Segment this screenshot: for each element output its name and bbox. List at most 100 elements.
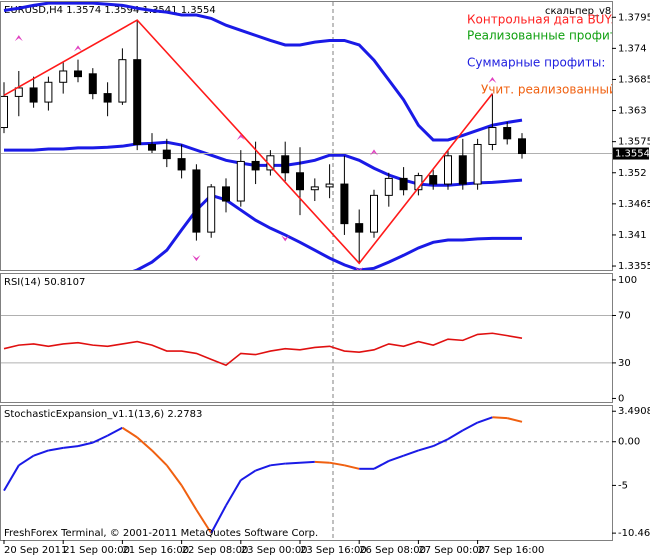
y-tick-label: 1.363 — [618, 106, 647, 117]
candle-body — [488, 127, 497, 145]
rsi-panel — [0, 273, 613, 403]
zigzag — [3, 19, 494, 265]
candle-body — [340, 183, 349, 225]
y-tick-label: 100 — [618, 275, 637, 286]
stoch-segment — [3, 464, 20, 492]
last-price-label: 1.3554 — [615, 149, 650, 160]
candle-body — [133, 59, 142, 145]
candle-body — [207, 186, 216, 233]
y-tick-label: -10.463 — [618, 528, 650, 539]
fractal-arrow — [74, 45, 82, 52]
fractal-arrow — [488, 77, 497, 84]
stoch-segment — [77, 441, 94, 448]
stoch-segment — [344, 464, 360, 470]
candle-body — [1, 95, 8, 129]
candle-body — [177, 158, 186, 171]
stoch-segment — [48, 446, 64, 452]
y-tick-label: 30 — [618, 358, 631, 369]
fractal-arrow — [192, 255, 201, 262]
x-tick-label: 27 Sep 00:00 — [418, 545, 485, 556]
annotation: Суммарные профиты: Bu — [467, 56, 637, 70]
candle-body — [162, 149, 171, 160]
indicator-label: EURUSD,H4 1.3574 1.3594 1.3541 1.3554 — [4, 5, 216, 16]
stoch-segment — [210, 505, 227, 534]
stoch-segment — [33, 449, 49, 457]
candle-body — [518, 138, 526, 155]
stoch-segment — [477, 416, 493, 424]
bollinger-band — [4, 140, 523, 187]
stoch-segment — [165, 464, 183, 486]
stoch-segment — [270, 462, 286, 467]
candle-body — [88, 73, 97, 95]
candle-body — [444, 155, 452, 185]
candle-body — [355, 223, 364, 233]
stoch-segment — [240, 469, 257, 482]
bollinger-band — [132, 193, 522, 270]
candle-body — [251, 160, 260, 171]
y-tick-label: 0 — [618, 393, 624, 404]
stoch-segment — [255, 464, 271, 472]
indicator-label: StochasticExpansion_v1.1(13,6) 2.2783 — [4, 409, 202, 420]
stoch-segment — [92, 434, 109, 444]
stoch-segment — [492, 416, 508, 420]
stoch-segment — [180, 484, 198, 511]
stoch-segment — [447, 429, 464, 440]
stoch-segment — [18, 454, 35, 467]
copyright: FreshForex Terminal, © 2001-2011 MetaQuo… — [4, 528, 318, 539]
stoch-segment — [285, 461, 301, 465]
x-tick-label: 26 Sep 08:00 — [359, 545, 426, 556]
annotation: Учит. реализованный: Se — [481, 83, 647, 97]
candle-body — [44, 81, 53, 103]
candle-body — [473, 143, 482, 185]
y-tick-label: 3.4908 — [618, 406, 650, 417]
last-price-box — [613, 147, 649, 160]
y-tick-label: 1.374 — [618, 43, 647, 54]
annotation: Контрольная дата BUY: 20 — [467, 13, 633, 27]
candle-body — [222, 186, 230, 202]
bollinger-band — [3, 2, 523, 142]
candle-body — [118, 59, 127, 103]
stoch-panel — [0, 405, 613, 541]
candle-body — [399, 177, 408, 191]
candle-body — [148, 143, 156, 151]
stoch-segment — [195, 509, 213, 534]
x-tick-label: 23 Sep 16:00 — [300, 545, 367, 556]
y-tick-label: 1.3575 — [618, 137, 650, 148]
indicator-label: RSI(14) 50.8107 — [4, 277, 85, 288]
stoch-segment — [151, 449, 168, 467]
candle-body — [103, 93, 112, 103]
y-tick-label: 1.3685 — [618, 74, 650, 85]
y-tick-label: 1.341 — [618, 230, 647, 241]
candle-body — [296, 172, 304, 191]
candle-body — [192, 169, 201, 233]
x-tick-label: 21 Sep 16:00 — [122, 545, 189, 556]
y-tick-label: 1.3795 — [618, 12, 650, 23]
candle-body — [384, 177, 393, 196]
fractal-arrow — [281, 235, 290, 242]
candle-body — [429, 175, 438, 185]
stoch-segment — [314, 460, 330, 464]
fractal-arrow — [355, 267, 364, 270]
x-tick-label: 27 Sep 16:00 — [478, 545, 545, 556]
y-tick-label: 1.3465 — [618, 199, 650, 210]
x-tick-label: 23 Sep 00:00 — [241, 545, 308, 556]
candle-body — [236, 160, 245, 202]
candle-body — [29, 87, 38, 103]
candle-body — [14, 87, 23, 97]
y-tick-label: 0.00 — [618, 437, 640, 448]
candle-body — [325, 183, 334, 188]
y-tick-label: 1.3355 — [618, 261, 650, 272]
stoch-segment — [388, 454, 404, 462]
candle-body — [74, 70, 82, 78]
y-tick-label: 70 — [618, 310, 631, 321]
x-tick-label: 22 Sep 08:00 — [182, 545, 249, 556]
stoch-segment — [329, 461, 345, 467]
y-tick-label: 1.352 — [618, 168, 647, 179]
candle-body — [370, 194, 378, 233]
fractal-arrow — [236, 134, 245, 141]
candle-body — [503, 127, 512, 140]
fractal-arrow — [14, 35, 23, 42]
stoch-segment — [107, 426, 123, 437]
x-tick-label: 20 Sep 2011 — [4, 545, 67, 556]
candle-body — [458, 155, 467, 185]
